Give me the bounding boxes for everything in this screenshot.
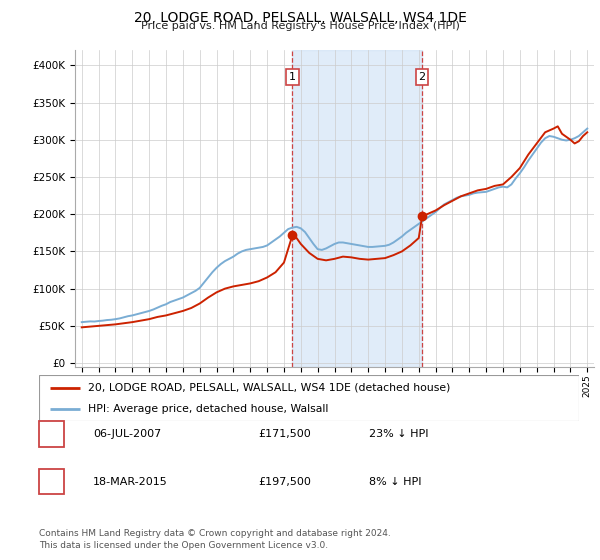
Text: 2: 2 — [419, 72, 425, 82]
Text: 1: 1 — [48, 429, 55, 439]
Text: 2: 2 — [48, 477, 55, 487]
Text: Price paid vs. HM Land Registry's House Price Index (HPI): Price paid vs. HM Land Registry's House … — [140, 21, 460, 31]
Bar — [292, 50, 422, 367]
Text: 18-MAR-2015: 18-MAR-2015 — [93, 477, 168, 487]
Text: 23% ↓ HPI: 23% ↓ HPI — [369, 429, 428, 439]
Text: £171,500: £171,500 — [258, 429, 311, 439]
Text: 20, LODGE ROAD, PELSALL, WALSALL, WS4 1DE: 20, LODGE ROAD, PELSALL, WALSALL, WS4 1D… — [134, 11, 466, 25]
Text: 8% ↓ HPI: 8% ↓ HPI — [369, 477, 421, 487]
Text: £197,500: £197,500 — [258, 477, 311, 487]
Text: 06-JUL-2007: 06-JUL-2007 — [93, 429, 161, 439]
Text: 20, LODGE ROAD, PELSALL, WALSALL, WS4 1DE (detached house): 20, LODGE ROAD, PELSALL, WALSALL, WS4 1D… — [88, 382, 450, 393]
Text: HPI: Average price, detached house, Walsall: HPI: Average price, detached house, Wals… — [88, 404, 328, 414]
Text: 1: 1 — [289, 72, 296, 82]
Text: Contains HM Land Registry data © Crown copyright and database right 2024.
This d: Contains HM Land Registry data © Crown c… — [39, 529, 391, 550]
